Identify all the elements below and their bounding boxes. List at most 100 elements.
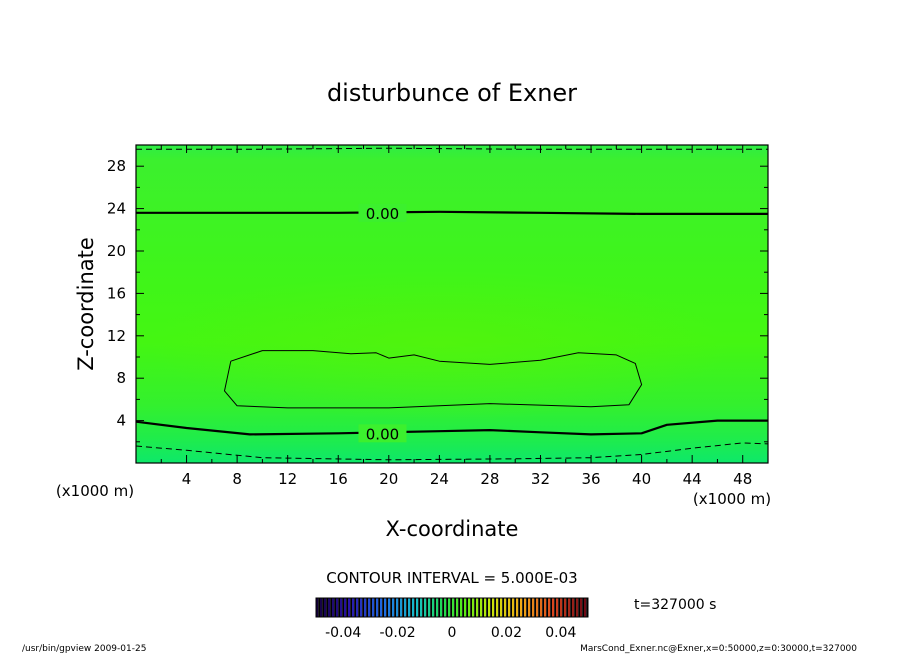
colorbar-separator	[554, 598, 556, 617]
field-maximum-shading	[150, 270, 730, 420]
colorbar-segment	[324, 598, 327, 617]
colorbar-segment	[344, 598, 347, 617]
colorbar-separator	[470, 598, 472, 617]
colorbar-segment	[376, 598, 379, 617]
colorbar-segment	[552, 598, 555, 617]
colorbar-segment	[560, 598, 563, 617]
colorbar-separator	[434, 598, 436, 617]
colorbar-separator	[330, 598, 332, 617]
colorbar-separator	[538, 598, 540, 617]
contour-interval-label: CONTOUR INTERVAL = 5.000E-03	[326, 569, 577, 587]
colorbar-separator	[346, 598, 348, 617]
colorbar-separator	[366, 598, 368, 617]
x-axis-ticks: 4 8 12 16 20 24 28 32 36 40 44 48	[160, 145, 752, 488]
colorbar-separator	[426, 598, 428, 617]
colorbar-separator	[570, 598, 572, 617]
colorbar-segment	[504, 598, 507, 617]
colorbar-segment	[432, 598, 435, 617]
colorbar-segment	[524, 598, 527, 617]
colorbar-segment	[496, 598, 499, 617]
colorbar-separator	[394, 598, 396, 617]
y-tick-label: 20	[107, 242, 126, 260]
colorbar-segment	[584, 598, 587, 617]
colorbar-separator	[322, 598, 324, 617]
colorbar-separator	[530, 598, 532, 617]
colorbar-separator	[474, 598, 476, 617]
colorbar-separator	[526, 598, 528, 617]
colorbar-separator	[494, 598, 496, 617]
x-tick-label: 28	[480, 470, 499, 488]
colorbar-segment	[536, 598, 539, 617]
colorbar-segment	[352, 598, 355, 617]
x-axis-right-unit: (x1000 m)	[693, 490, 771, 508]
colorbar-separator	[358, 598, 360, 617]
colorbar-segment	[384, 598, 387, 617]
colorbar-segment	[436, 598, 439, 617]
contour-line	[136, 419, 768, 436]
colorbar-segment	[420, 598, 423, 617]
colorbar-frame	[315, 597, 589, 618]
y-axis-ticks: 4 8 12 16 20 24 28	[107, 157, 768, 443]
colorbar-segment	[368, 598, 371, 617]
colorbar-segment	[516, 598, 519, 617]
x-tick-label: 48	[733, 470, 752, 488]
colorbar-segment	[444, 598, 447, 617]
colorbar-separator	[462, 598, 464, 617]
colorbar-segment	[340, 598, 343, 617]
colorbar-segment	[476, 598, 479, 617]
colorbar-segment	[572, 598, 575, 617]
contour-label: 0.00	[366, 425, 399, 443]
colorbar-separator	[414, 598, 416, 617]
colorbar-segment	[532, 598, 535, 617]
colorbar-segment	[548, 598, 551, 617]
colorbar-separator	[446, 598, 448, 617]
colorbar-segment	[356, 598, 359, 617]
colorbar-segment	[488, 598, 491, 617]
colorbar-tick-label: -0.02	[379, 625, 415, 641]
colorbar-segment	[484, 598, 487, 617]
colorbar-segment	[480, 598, 483, 617]
colorbar-segment	[424, 598, 427, 617]
colorbar-segment	[364, 598, 367, 617]
x-tick-label: 40	[632, 470, 651, 488]
colorbar-segment	[472, 598, 475, 617]
colorbar-segment	[320, 598, 323, 617]
colorbar-segment	[396, 598, 399, 617]
colorbar-separator	[490, 598, 492, 617]
colorbar-separator	[430, 598, 432, 617]
colorbar-segment	[492, 598, 495, 617]
y-tick-label: 4	[116, 412, 126, 430]
colorbar-separator	[422, 598, 424, 617]
colorbar-separator	[450, 598, 452, 617]
colorbar-separator	[518, 598, 520, 617]
colorbar-segment	[392, 598, 395, 617]
x-tick-label: 16	[329, 470, 348, 488]
x-tick-label: 32	[531, 470, 550, 488]
x-tick-label: 44	[683, 470, 702, 488]
contour-label-bg	[358, 424, 407, 443]
colorbar-separator	[482, 598, 484, 617]
colorbar-separator	[502, 598, 504, 617]
colorbar-segment	[456, 598, 459, 617]
colorbar-tick-label: -0.04	[325, 625, 361, 641]
colorbar-separator	[558, 598, 560, 617]
colorbar-segment	[452, 598, 455, 617]
y-axis-label: Z-coordinate	[74, 237, 98, 371]
colorbar-segment	[520, 598, 523, 617]
contour-line	[136, 442, 768, 461]
y-tick-label: 8	[116, 369, 126, 387]
colorbar-separator	[398, 598, 400, 617]
colorbar-separator	[406, 598, 408, 617]
x-tick-label: 12	[278, 470, 297, 488]
colorbar-labels: -0.04 -0.02 0 0.02 0.04	[325, 625, 576, 641]
contour-line	[136, 210, 768, 215]
colorbar-segment	[328, 598, 331, 617]
colorbar-tick-label: 0.02	[491, 625, 522, 641]
colorbar-segment	[564, 598, 567, 617]
colorbar-segment	[528, 598, 531, 617]
colorbar-separator	[382, 598, 384, 617]
y-tick-label: 12	[107, 327, 126, 345]
colorbar-segment	[580, 598, 583, 617]
x-tick-label: 4	[182, 470, 192, 488]
